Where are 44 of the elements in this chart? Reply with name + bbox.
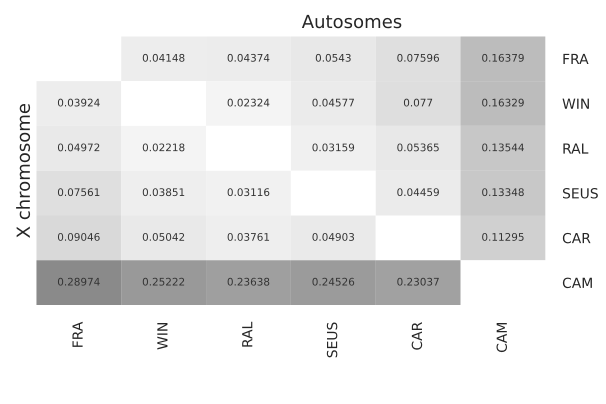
x-tick-label: CAM [496, 323, 508, 352]
data-label: 0.11295 [482, 233, 524, 241]
x-tick-label: FRA [72, 322, 83, 347]
data-label: 0.25222 [142, 278, 184, 286]
y-tick-label: SEUS [562, 188, 598, 199]
data-label: 0.03761 [228, 233, 270, 241]
data-label: 0.05042 [142, 233, 184, 241]
data-label: 0.24526 [312, 278, 354, 286]
data-label: 0.04459 [397, 188, 439, 196]
data-label: 0.13544 [482, 143, 524, 152]
data-label: 0.07596 [397, 54, 440, 62]
x-tick-label: SEUS [326, 322, 338, 358]
data-label: 0.02218 [142, 143, 184, 152]
y-tick-label: CAR [562, 232, 591, 244]
data-label: 0.04148 [142, 54, 184, 62]
x-tick-label: CAR [412, 322, 422, 350]
data-label: 0.04972 [58, 143, 100, 152]
y-tick-label: FRA [563, 54, 589, 64]
data-label: 0.04903 [312, 233, 354, 241]
x-tick-label: RAL [242, 322, 252, 347]
data-label: 0.16379 [482, 54, 524, 62]
data-label: 0.02324 [228, 98, 270, 107]
y-tick-label: RAL [563, 143, 588, 154]
data-label: 0.03851 [142, 188, 184, 196]
data-label: 0.28974 [58, 278, 100, 286]
data-label: 0.04577 [312, 98, 354, 107]
data-label: 0.077 [404, 98, 432, 107]
data-label: 0.07561 [58, 188, 100, 196]
data-label: 0.03116 [228, 188, 270, 196]
data-label: 0.16329 [482, 98, 524, 107]
data-label: 0.23037 [397, 278, 439, 286]
y-tick-label: CAM [562, 278, 592, 288]
chart-title: Autosomes [302, 14, 402, 28]
data-label: 0.09046 [58, 233, 100, 241]
x-tick-label: WIN [157, 323, 168, 350]
data-label: 0.13348 [482, 188, 524, 196]
y-tick-label: WIN [562, 98, 589, 109]
data-label: 0.0543 [316, 54, 351, 62]
data-label: 0.03159 [312, 143, 354, 152]
data-label: 0.05365 [397, 143, 439, 152]
data-label: 0.03924 [58, 98, 100, 107]
data-label: 0.04374 [228, 54, 270, 62]
data-label: 0.23638 [228, 278, 270, 286]
y-axis-title: X chromosome [16, 104, 30, 238]
